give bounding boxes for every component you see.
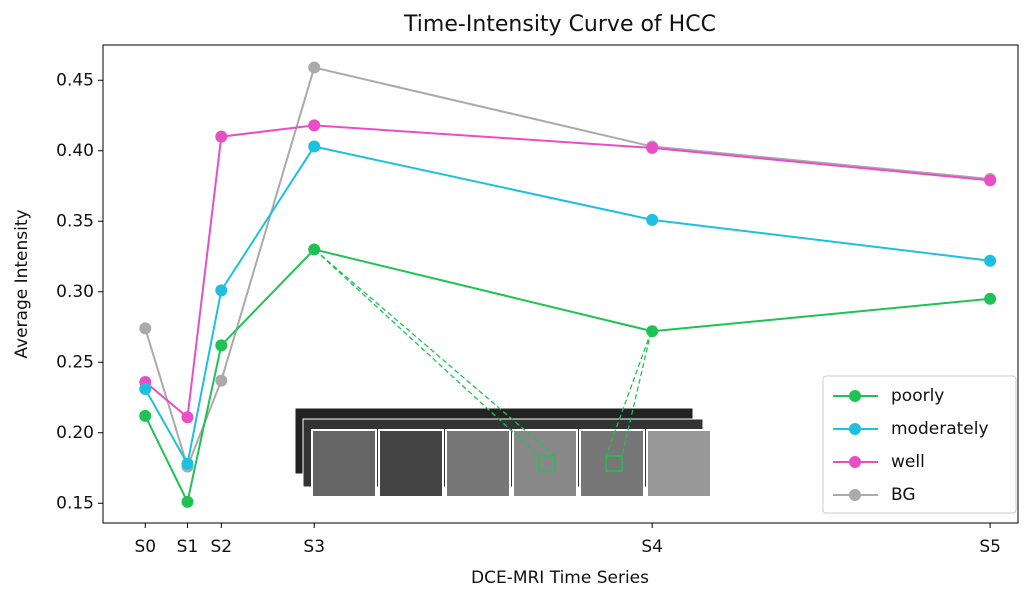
connector bbox=[621, 331, 652, 457]
series-line bbox=[144, 145, 991, 467]
x-axis-label: DCE-MRI Time Series bbox=[471, 568, 649, 588]
legend-label: well bbox=[891, 452, 925, 472]
point bbox=[646, 213, 659, 226]
point bbox=[181, 457, 194, 470]
legend-box bbox=[822, 375, 1017, 514]
point bbox=[984, 254, 997, 267]
point bbox=[646, 141, 659, 154]
legend-label: poorly bbox=[891, 386, 944, 406]
point bbox=[215, 130, 228, 143]
connector bbox=[314, 249, 556, 457]
roi-box bbox=[605, 455, 623, 472]
x-tick-label: S2 bbox=[210, 537, 232, 557]
point bbox=[181, 411, 194, 424]
plot-frame bbox=[102, 44, 1019, 524]
legend-marker bbox=[849, 390, 861, 402]
y-tick-label: 0.30 bbox=[56, 282, 94, 302]
plot-area: 0.15 0.20 0.25 0.30 0.35 0.40 0.45 S0 S1 S2 S3 S4 S5 bbox=[56, 44, 1019, 557]
point bbox=[308, 61, 321, 74]
y-tick-label: 0.35 bbox=[56, 211, 94, 231]
point bbox=[215, 284, 228, 297]
y-tick-label: 0.40 bbox=[56, 141, 94, 161]
point bbox=[308, 119, 321, 132]
y-axis-label: Average Intensity bbox=[12, 209, 32, 358]
x-tick-label: S5 bbox=[979, 537, 1001, 557]
y-tick-label: 0.20 bbox=[56, 423, 94, 443]
point bbox=[139, 322, 152, 335]
point bbox=[181, 495, 194, 508]
x-tick-label: S4 bbox=[641, 537, 663, 557]
x-tick-label: S0 bbox=[134, 537, 156, 557]
connector bbox=[605, 331, 652, 457]
legend-marker bbox=[849, 423, 861, 435]
point bbox=[984, 174, 997, 187]
legend-label: BG bbox=[891, 485, 916, 505]
y-tick-label: 0.45 bbox=[56, 70, 94, 90]
series-line bbox=[144, 66, 991, 470]
mri-image bbox=[311, 429, 377, 498]
point bbox=[308, 140, 321, 153]
legend: poorly moderately well BG bbox=[822, 375, 1017, 514]
y-tick-label: 0.25 bbox=[56, 352, 94, 372]
roi-box bbox=[538, 455, 556, 472]
series-line bbox=[144, 124, 991, 420]
mri-inset bbox=[294, 249, 712, 498]
y-tick-label: 0.15 bbox=[56, 493, 94, 513]
point bbox=[984, 292, 997, 305]
x-tick-label: S3 bbox=[303, 537, 325, 557]
series-line bbox=[144, 248, 991, 505]
legend-label: moderately bbox=[891, 419, 989, 439]
point bbox=[215, 374, 228, 387]
mri-image bbox=[378, 429, 444, 498]
chart-title: Time-Intensity Curve of HCC bbox=[403, 12, 716, 37]
point bbox=[215, 339, 228, 352]
x-tick-label: S1 bbox=[177, 537, 199, 557]
mri-image bbox=[646, 429, 712, 498]
point bbox=[139, 409, 152, 422]
connector bbox=[314, 249, 540, 457]
legend-marker bbox=[849, 489, 861, 501]
point bbox=[646, 325, 659, 338]
point bbox=[139, 383, 152, 396]
legend-marker bbox=[849, 456, 861, 468]
mri-image bbox=[445, 429, 511, 498]
